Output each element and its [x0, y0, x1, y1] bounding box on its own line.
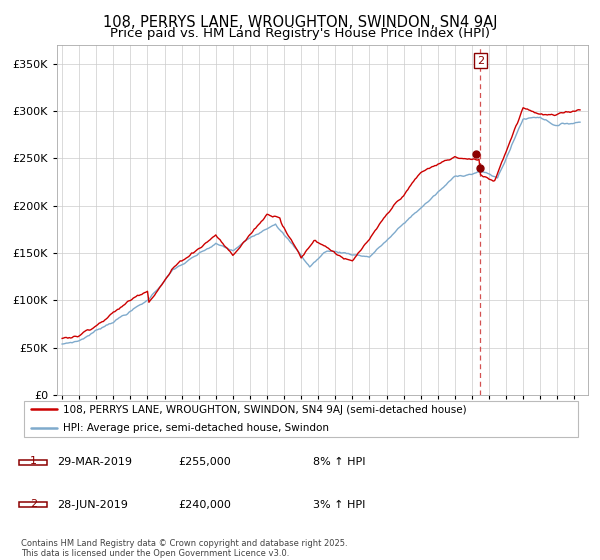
Text: 2: 2	[477, 55, 484, 66]
Text: HPI: Average price, semi-detached house, Swindon: HPI: Average price, semi-detached house,…	[63, 423, 329, 433]
Bar	[19, 502, 47, 507]
Text: 28-JUN-2019: 28-JUN-2019	[58, 500, 128, 510]
Text: £240,000: £240,000	[178, 500, 231, 510]
Text: 108, PERRYS LANE, WROUGHTON, SWINDON, SN4 9AJ: 108, PERRYS LANE, WROUGHTON, SWINDON, SN…	[103, 15, 497, 30]
Bar	[19, 460, 47, 465]
Text: £255,000: £255,000	[178, 458, 231, 468]
Text: 8% ↑ HPI: 8% ↑ HPI	[313, 458, 365, 468]
Text: 108, PERRYS LANE, WROUGHTON, SWINDON, SN4 9AJ (semi-detached house): 108, PERRYS LANE, WROUGHTON, SWINDON, SN…	[63, 405, 467, 415]
Text: 3% ↑ HPI: 3% ↑ HPI	[313, 500, 365, 510]
Text: 29-MAR-2019: 29-MAR-2019	[58, 458, 133, 468]
Text: Contains HM Land Registry data © Crown copyright and database right 2025.
This d: Contains HM Land Registry data © Crown c…	[21, 539, 347, 558]
Text: 1: 1	[30, 456, 37, 466]
Text: 2: 2	[30, 499, 37, 509]
Text: Price paid vs. HM Land Registry's House Price Index (HPI): Price paid vs. HM Land Registry's House …	[110, 27, 490, 40]
FancyBboxPatch shape	[24, 400, 578, 437]
